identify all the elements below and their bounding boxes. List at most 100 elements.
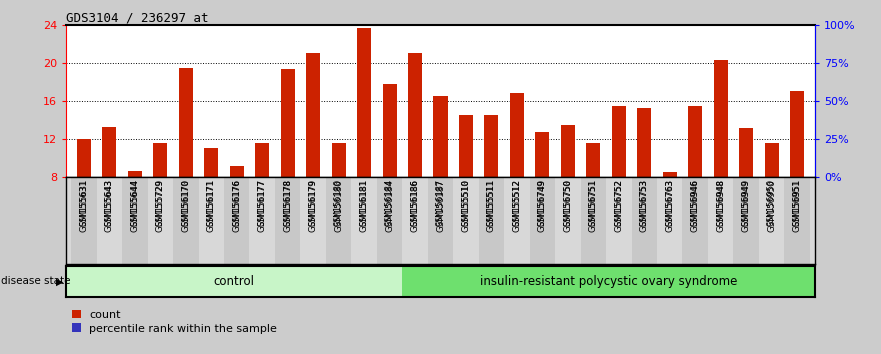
- Bar: [77, 139, 91, 253]
- Bar: [331, 244, 345, 253]
- Bar: [249, 177, 275, 264]
- Bar: [663, 172, 677, 253]
- Text: GSM155511: GSM155511: [487, 179, 496, 226]
- Bar: [173, 177, 198, 264]
- Bar: [230, 166, 244, 253]
- Bar: [281, 69, 294, 253]
- Bar: [663, 244, 677, 253]
- Bar: [382, 84, 396, 253]
- Bar: [300, 177, 326, 264]
- Text: GSM156763: GSM156763: [665, 179, 674, 232]
- Text: GSM156949: GSM156949: [742, 179, 751, 232]
- Bar: [759, 177, 784, 264]
- Bar: [739, 127, 753, 253]
- Text: GSM156951: GSM156951: [793, 179, 802, 232]
- Text: GSM156950: GSM156950: [767, 179, 776, 226]
- Bar: [637, 108, 651, 253]
- Text: GSM156177: GSM156177: [258, 179, 267, 226]
- Text: GSM156181: GSM156181: [359, 179, 368, 232]
- Text: GSM156950: GSM156950: [767, 179, 776, 232]
- Bar: [510, 239, 524, 253]
- Text: GSM156179: GSM156179: [308, 179, 318, 232]
- Text: GSM156948: GSM156948: [716, 179, 725, 226]
- Bar: [529, 177, 555, 264]
- Text: GSM156187: GSM156187: [436, 179, 445, 226]
- Bar: [204, 148, 218, 253]
- Bar: [485, 115, 499, 253]
- Bar: [688, 105, 702, 253]
- Bar: [275, 177, 300, 264]
- Bar: [561, 244, 575, 253]
- Bar: [587, 244, 600, 253]
- Text: GSM156171: GSM156171: [207, 179, 216, 226]
- Text: GSM155512: GSM155512: [513, 179, 522, 232]
- Bar: [128, 246, 142, 253]
- Bar: [122, 177, 148, 264]
- Text: GSM156749: GSM156749: [538, 179, 547, 226]
- Text: insulin-resistant polycystic ovary syndrome: insulin-resistant polycystic ovary syndr…: [479, 275, 737, 288]
- Text: GSM155510: GSM155510: [462, 179, 470, 232]
- Bar: [230, 244, 244, 253]
- Text: GSM156186: GSM156186: [411, 179, 419, 232]
- Bar: [198, 177, 224, 264]
- Bar: [153, 143, 167, 253]
- Bar: [382, 244, 396, 253]
- Text: GSM156949: GSM156949: [742, 179, 751, 226]
- Bar: [765, 244, 779, 253]
- Bar: [606, 177, 632, 264]
- Text: GSM156946: GSM156946: [691, 179, 700, 226]
- Bar: [377, 177, 403, 264]
- Bar: [459, 242, 473, 253]
- Text: GSM156184: GSM156184: [385, 179, 394, 226]
- Bar: [611, 242, 626, 253]
- Bar: [683, 177, 708, 264]
- Bar: [255, 143, 270, 253]
- Text: GSM155644: GSM155644: [130, 179, 139, 226]
- Text: GSM156178: GSM156178: [283, 179, 292, 232]
- Bar: [587, 143, 600, 253]
- Bar: [765, 143, 779, 253]
- Text: GSM156752: GSM156752: [614, 179, 623, 232]
- Text: GSM156763: GSM156763: [665, 179, 674, 226]
- Text: GSM156171: GSM156171: [207, 179, 216, 232]
- Text: GSM156946: GSM156946: [691, 179, 700, 232]
- Text: GSM156170: GSM156170: [181, 179, 190, 226]
- Bar: [688, 239, 702, 253]
- Text: GSM156177: GSM156177: [258, 179, 267, 232]
- Bar: [148, 177, 173, 264]
- Bar: [714, 239, 728, 253]
- Bar: [485, 242, 499, 253]
- Bar: [637, 244, 651, 253]
- Bar: [714, 60, 728, 253]
- Bar: [408, 239, 422, 253]
- Bar: [733, 177, 759, 264]
- Bar: [790, 91, 804, 253]
- Bar: [77, 244, 91, 253]
- Bar: [790, 239, 804, 253]
- Bar: [510, 93, 524, 253]
- Text: GSM155729: GSM155729: [156, 179, 165, 232]
- Bar: [428, 177, 453, 264]
- Bar: [102, 127, 116, 253]
- Bar: [306, 53, 320, 253]
- Text: GSM156753: GSM156753: [640, 179, 648, 226]
- Bar: [433, 242, 448, 253]
- Bar: [204, 244, 218, 253]
- Bar: [128, 171, 142, 253]
- Text: GSM156751: GSM156751: [589, 179, 598, 232]
- Text: GSM156176: GSM156176: [233, 179, 241, 232]
- Bar: [97, 177, 122, 264]
- Text: GSM156180: GSM156180: [334, 179, 343, 226]
- Bar: [453, 177, 478, 264]
- Bar: [153, 246, 167, 253]
- Bar: [433, 96, 448, 253]
- Bar: [478, 177, 504, 264]
- Bar: [657, 177, 683, 264]
- Text: GSM155643: GSM155643: [105, 179, 114, 232]
- Text: GSM156178: GSM156178: [283, 179, 292, 226]
- Text: GSM155510: GSM155510: [462, 179, 470, 226]
- Legend: count, percentile rank within the sample: count, percentile rank within the sample: [71, 310, 278, 333]
- Text: GSM156753: GSM156753: [640, 179, 648, 232]
- Text: GDS3104 / 236297_at: GDS3104 / 236297_at: [66, 11, 209, 24]
- Bar: [66, 266, 402, 297]
